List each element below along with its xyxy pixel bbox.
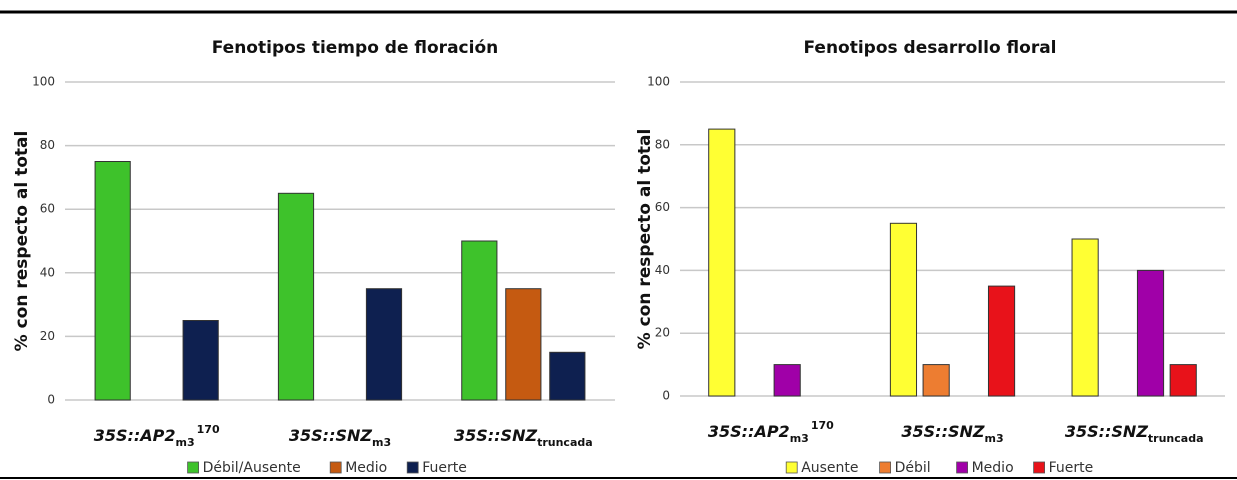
category-base: 35S::AP2 [94,426,176,445]
y-tick-label: 20 [40,329,55,343]
category-subscript: truncada [1148,432,1204,445]
category-base: 35S::AP2 [708,422,790,441]
bar [94,161,131,401]
x-tick-label: 35S::SNZtruncada [1065,422,1204,445]
chart-title: Fenotipos tiempo de floración [212,38,498,58]
x-tick-label: 35S::SNZm3 [289,426,391,449]
bar [505,288,542,401]
legend-label: Fuerte [422,460,467,476]
bar [889,222,918,397]
bar [1136,269,1165,397]
bar [708,128,736,397]
y-tick-label: 0 [662,389,670,403]
x-tick-label: 35S::SNZtruncada [454,426,593,449]
bar [461,240,498,401]
bar [182,320,219,401]
legend-label: Ausente [801,460,858,476]
bar [277,192,315,401]
y-axis-label: % con respecto al total [635,129,655,350]
category-subscript: truncada [537,436,593,449]
x-tick-label: 35S::SNZm3 [901,422,1003,445]
y-tick-label: 40 [655,263,670,277]
category-superscript: 170 [811,419,834,432]
legend-label: Fuerte [1049,460,1094,476]
category-subscript: m3 [790,432,809,445]
legend-swatch [956,461,968,474]
legend-swatch [329,461,342,474]
y-tick-label: 60 [40,202,55,216]
legend-swatch [879,461,891,474]
y-tick-label: 100 [647,75,670,89]
y-tick-label: 60 [655,200,670,214]
legend-label: Medio [345,460,387,476]
bar [773,364,801,397]
legend-label: Débil [895,460,931,476]
x-tick-label: 35S::AP2m3170 [94,423,220,449]
bar [1071,238,1099,397]
category-subscript: m3 [372,436,391,449]
legend-label: Medio [972,460,1014,476]
bar [922,364,950,397]
bar [549,351,586,401]
legend-swatch [785,461,798,474]
chart-title: Fenotipos desarrollo floral [803,38,1056,58]
legend-swatch [1033,461,1045,474]
category-subscript: m3 [176,436,195,449]
y-tick-label: 20 [655,326,670,340]
legend-swatch [406,461,419,474]
category-superscript: 170 [197,423,220,436]
y-tick-label: 0 [47,393,55,407]
y-tick-label: 40 [40,265,55,279]
category-subscript: m3 [984,432,1003,445]
y-tick-label: 100 [32,75,55,89]
y-axis-label: % con respecto al total [12,131,32,352]
bar [1169,364,1197,397]
category-base: 35S::SNZ [1065,422,1149,441]
legend-swatch [187,461,200,474]
bar [365,288,403,401]
y-tick-label: 80 [655,137,670,151]
category-base: 35S::SNZ [454,426,538,445]
bar [987,285,1016,397]
category-base: 35S::SNZ [901,422,985,441]
x-tick-label: 35S::AP2m3170 [708,419,834,445]
legend-label: Débil/Ausente [203,460,301,476]
y-tick-label: 80 [40,138,55,152]
category-base: 35S::SNZ [289,426,373,445]
